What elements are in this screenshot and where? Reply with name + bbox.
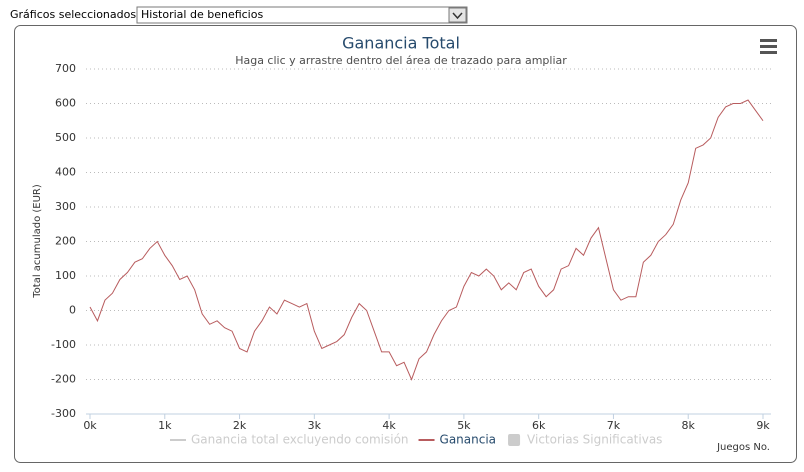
x-axis-title: Juegos No. bbox=[716, 442, 770, 453]
x-tick-label: 1k bbox=[158, 419, 172, 432]
legend-label: Victorias Significativas bbox=[527, 433, 662, 447]
y-tick-label: -300 bbox=[51, 407, 76, 420]
select-label: Gráficos seleccionados: bbox=[10, 8, 140, 21]
y-tick-label: 400 bbox=[55, 166, 76, 179]
legend-label: Ganancia bbox=[440, 433, 497, 447]
select-value: Historial de beneficios bbox=[141, 8, 263, 21]
select-arrow[interactable] bbox=[448, 7, 467, 23]
menu-icon[interactable] bbox=[760, 39, 777, 54]
x-tick-label: 9k bbox=[756, 419, 770, 432]
chart-frame bbox=[14, 25, 797, 463]
y-tick-label: 300 bbox=[55, 200, 76, 213]
chart-title: Ganancia Total bbox=[342, 34, 460, 53]
y-tick-label: -100 bbox=[51, 338, 76, 351]
y-tick-label: 600 bbox=[55, 97, 76, 110]
x-tick-label: 5k bbox=[457, 419, 471, 432]
y-tick-label: 700 bbox=[55, 62, 76, 75]
y-axis-title: Total acumulado (EUR) bbox=[32, 184, 43, 299]
x-tick-label: 7k bbox=[607, 419, 621, 432]
menu-bar bbox=[760, 51, 777, 54]
x-tick-label: 3k bbox=[308, 419, 322, 432]
arrow-icon bbox=[452, 12, 463, 20]
y-tick-label: 200 bbox=[55, 235, 76, 248]
series-line bbox=[89, 99, 764, 381]
y-tick-label: -200 bbox=[51, 373, 76, 386]
x-tick-label: 4k bbox=[382, 419, 396, 432]
y-tick-label: 100 bbox=[55, 269, 76, 282]
legend-symbol bbox=[508, 434, 521, 446]
chart-subtitle: Haga clic y arrastre dentro del área de … bbox=[235, 54, 567, 67]
menu-bar bbox=[760, 39, 777, 42]
x-tick-label: 2k bbox=[233, 419, 247, 432]
menu-bar bbox=[760, 45, 777, 48]
legend-label: Ganancia total excluyendo comisión bbox=[191, 433, 409, 447]
x-tick-label: 6k bbox=[532, 419, 546, 432]
x-tick-label: 0k bbox=[83, 419, 97, 432]
x-tick-label: 8k bbox=[682, 419, 696, 432]
select-box[interactable] bbox=[136, 6, 468, 24]
y-tick-label: 0 bbox=[69, 304, 76, 317]
y-tick-label: 500 bbox=[55, 131, 76, 144]
